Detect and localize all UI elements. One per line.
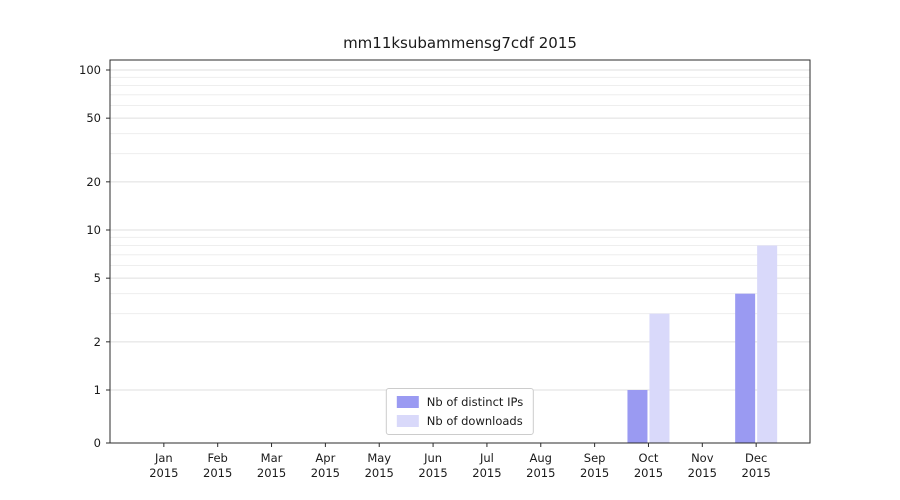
bar-nb-of-distinct-ips (735, 293, 756, 443)
bar-nb-of-downloads (757, 245, 778, 443)
legend-swatch-nb-of-downloads (396, 415, 419, 427)
legend-label: Nb of distinct IPs (426, 395, 524, 409)
x-tick-label-year: 2015 (634, 466, 663, 480)
x-tick-label-month: Jun (423, 451, 442, 465)
x-tick-label-year: 2015 (365, 466, 394, 480)
y-tick-label: 50 (86, 111, 101, 125)
x-tick-label-month: Feb (208, 451, 228, 465)
x-tick-label-month: Dec (745, 451, 767, 465)
x-tick-label-month: Oct (639, 451, 659, 465)
y-tick-label: 5 (94, 271, 101, 285)
y-tick-label: 0 (94, 436, 101, 450)
y-tick-label: 1 (94, 383, 101, 397)
legend: Nb of distinct IPs Nb of downloads (385, 388, 535, 435)
y-tick-label: 2 (94, 335, 101, 349)
x-tick-label-month: Nov (691, 451, 714, 465)
x-tick-label-month: May (367, 451, 391, 465)
chart-title: mm11ksubammensg7cdf 2015 (343, 34, 577, 52)
y-tick-label: 100 (79, 63, 101, 77)
y-tick-label: 10 (86, 223, 101, 237)
x-tick-label-month: Mar (261, 451, 283, 465)
x-tick-label-year: 2015 (418, 466, 447, 480)
x-tick-label-month: Apr (315, 451, 335, 465)
x-tick-label-month: Jan (154, 451, 173, 465)
legend-swatch-nb-of-distinct-ips (396, 396, 419, 408)
x-tick-label-year: 2015 (580, 466, 609, 480)
legend-item: Nb of downloads (396, 414, 523, 428)
x-tick-label-year: 2015 (203, 466, 232, 480)
x-tick-label-month: Sep (584, 451, 606, 465)
legend-label: Nb of downloads (426, 414, 523, 428)
x-tick-label-year: 2015 (688, 466, 717, 480)
x-tick-label-year: 2015 (526, 466, 555, 480)
x-tick-label-year: 2015 (311, 466, 340, 480)
bar-nb-of-downloads (649, 313, 670, 443)
x-tick-label-month: Aug (530, 451, 552, 465)
bar-nb-of-distinct-ips (627, 390, 648, 443)
plot-border (109, 59, 811, 444)
x-tick-label-year: 2015 (149, 466, 178, 480)
x-tick-label-year: 2015 (472, 466, 501, 480)
x-tick-label-year: 2015 (257, 466, 286, 480)
x-tick-label-year: 2015 (742, 466, 771, 480)
legend-item: Nb of distinct IPs (396, 395, 524, 409)
x-tick-label-month: Jul (479, 451, 494, 465)
y-tick-label: 20 (86, 175, 101, 189)
